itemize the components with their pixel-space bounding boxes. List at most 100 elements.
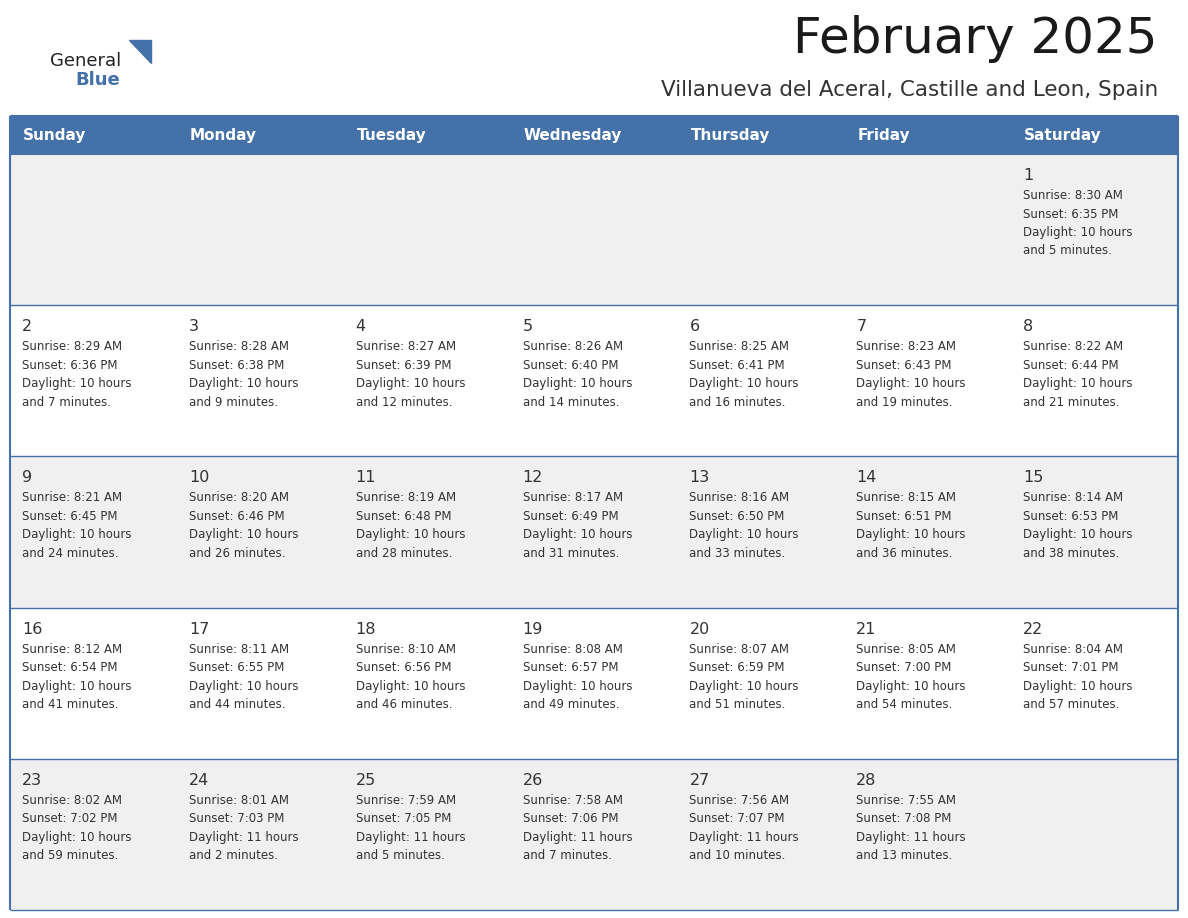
- Text: Wednesday: Wednesday: [524, 128, 623, 142]
- Text: Sunrise: 8:04 AM: Sunrise: 8:04 AM: [1023, 643, 1123, 655]
- Text: Sunrise: 8:30 AM: Sunrise: 8:30 AM: [1023, 189, 1123, 202]
- Text: Daylight: 10 hours: Daylight: 10 hours: [689, 529, 798, 542]
- Text: and 16 minutes.: and 16 minutes.: [689, 396, 786, 409]
- Text: General: General: [50, 52, 121, 70]
- Text: and 28 minutes.: and 28 minutes.: [355, 547, 453, 560]
- Text: Sunset: 6:54 PM: Sunset: 6:54 PM: [23, 661, 118, 674]
- Text: and 21 minutes.: and 21 minutes.: [1023, 396, 1119, 409]
- Text: Saturday: Saturday: [1024, 128, 1102, 142]
- Text: Sunrise: 8:15 AM: Sunrise: 8:15 AM: [857, 491, 956, 504]
- Text: 14: 14: [857, 470, 877, 486]
- Text: February 2025: February 2025: [794, 15, 1158, 63]
- Text: Sunset: 6:44 PM: Sunset: 6:44 PM: [1023, 359, 1119, 372]
- Text: Daylight: 10 hours: Daylight: 10 hours: [1023, 529, 1132, 542]
- Text: Friday: Friday: [858, 128, 910, 142]
- Text: Sunrise: 8:17 AM: Sunrise: 8:17 AM: [523, 491, 623, 504]
- Text: Daylight: 10 hours: Daylight: 10 hours: [189, 529, 298, 542]
- Text: and 7 minutes.: and 7 minutes.: [523, 849, 612, 862]
- Text: Sunset: 6:40 PM: Sunset: 6:40 PM: [523, 359, 618, 372]
- Text: Sunrise: 8:05 AM: Sunrise: 8:05 AM: [857, 643, 956, 655]
- Text: Sunset: 7:03 PM: Sunset: 7:03 PM: [189, 812, 284, 825]
- Text: 1: 1: [1023, 168, 1034, 183]
- Text: Daylight: 10 hours: Daylight: 10 hours: [23, 377, 132, 390]
- Text: 13: 13: [689, 470, 709, 486]
- Text: Sunrise: 8:11 AM: Sunrise: 8:11 AM: [189, 643, 289, 655]
- Text: Sunset: 6:53 PM: Sunset: 6:53 PM: [1023, 509, 1119, 523]
- Text: and 10 minutes.: and 10 minutes.: [689, 849, 785, 862]
- Text: 20: 20: [689, 621, 709, 636]
- Text: 18: 18: [355, 621, 377, 636]
- Text: 7: 7: [857, 319, 866, 334]
- Text: Daylight: 10 hours: Daylight: 10 hours: [23, 831, 132, 844]
- Text: Sunrise: 8:26 AM: Sunrise: 8:26 AM: [523, 341, 623, 353]
- Text: Daylight: 10 hours: Daylight: 10 hours: [857, 529, 966, 542]
- Text: Daylight: 10 hours: Daylight: 10 hours: [1023, 679, 1132, 692]
- Bar: [10, 608, 1178, 759]
- Text: 9: 9: [23, 470, 32, 486]
- Text: and 41 minutes.: and 41 minutes.: [23, 698, 119, 711]
- Text: 25: 25: [355, 773, 375, 788]
- Text: Sunrise: 8:08 AM: Sunrise: 8:08 AM: [523, 643, 623, 655]
- Text: Sunrise: 8:27 AM: Sunrise: 8:27 AM: [355, 341, 456, 353]
- Text: Sunset: 6:41 PM: Sunset: 6:41 PM: [689, 359, 785, 372]
- Text: 16: 16: [23, 621, 43, 636]
- Text: and 57 minutes.: and 57 minutes.: [1023, 698, 1119, 711]
- Text: 27: 27: [689, 773, 709, 788]
- Bar: [10, 759, 1178, 910]
- Text: and 5 minutes.: and 5 minutes.: [1023, 244, 1112, 258]
- Text: Sunrise: 8:02 AM: Sunrise: 8:02 AM: [23, 794, 122, 807]
- Text: 22: 22: [1023, 621, 1043, 636]
- Text: Daylight: 10 hours: Daylight: 10 hours: [689, 679, 798, 692]
- Text: Sunset: 6:46 PM: Sunset: 6:46 PM: [189, 509, 284, 523]
- Text: and 19 minutes.: and 19 minutes.: [857, 396, 953, 409]
- Text: Sunrise: 8:01 AM: Sunrise: 8:01 AM: [189, 794, 289, 807]
- Text: Sunset: 6:49 PM: Sunset: 6:49 PM: [523, 509, 618, 523]
- Text: and 54 minutes.: and 54 minutes.: [857, 698, 953, 711]
- Text: Villanueva del Aceral, Castille and Leon, Spain: Villanueva del Aceral, Castille and Leon…: [661, 80, 1158, 100]
- Bar: [10, 154, 1178, 305]
- Text: 23: 23: [23, 773, 42, 788]
- Text: Sunset: 6:56 PM: Sunset: 6:56 PM: [355, 661, 451, 674]
- Text: 10: 10: [189, 470, 209, 486]
- Text: and 59 minutes.: and 59 minutes.: [23, 849, 119, 862]
- Text: and 7 minutes.: and 7 minutes.: [23, 396, 110, 409]
- Bar: [10, 116, 1178, 154]
- Text: 12: 12: [523, 470, 543, 486]
- Text: Sunrise: 8:21 AM: Sunrise: 8:21 AM: [23, 491, 122, 504]
- Text: Sunset: 6:48 PM: Sunset: 6:48 PM: [355, 509, 451, 523]
- Text: and 2 minutes.: and 2 minutes.: [189, 849, 278, 862]
- Text: Daylight: 10 hours: Daylight: 10 hours: [857, 679, 966, 692]
- Text: 11: 11: [355, 470, 377, 486]
- Text: 17: 17: [189, 621, 209, 636]
- Text: 8: 8: [1023, 319, 1034, 334]
- Text: Sunrise: 8:23 AM: Sunrise: 8:23 AM: [857, 341, 956, 353]
- Text: Daylight: 10 hours: Daylight: 10 hours: [1023, 377, 1132, 390]
- Text: Sunset: 7:06 PM: Sunset: 7:06 PM: [523, 812, 618, 825]
- Text: and 44 minutes.: and 44 minutes.: [189, 698, 285, 711]
- Text: Sunrise: 8:29 AM: Sunrise: 8:29 AM: [23, 341, 122, 353]
- Text: 4: 4: [355, 319, 366, 334]
- Polygon shape: [129, 40, 151, 63]
- Text: Sunset: 6:36 PM: Sunset: 6:36 PM: [23, 359, 118, 372]
- Text: Monday: Monday: [190, 128, 257, 142]
- Text: Thursday: Thursday: [690, 128, 770, 142]
- Text: and 51 minutes.: and 51 minutes.: [689, 698, 785, 711]
- Text: Sunrise: 8:22 AM: Sunrise: 8:22 AM: [1023, 341, 1124, 353]
- Text: Sunset: 6:39 PM: Sunset: 6:39 PM: [355, 359, 451, 372]
- Text: Daylight: 10 hours: Daylight: 10 hours: [355, 679, 466, 692]
- Text: Sunset: 6:35 PM: Sunset: 6:35 PM: [1023, 207, 1119, 220]
- Text: and 5 minutes.: and 5 minutes.: [355, 849, 444, 862]
- Text: 19: 19: [523, 621, 543, 636]
- Text: Daylight: 11 hours: Daylight: 11 hours: [355, 831, 466, 844]
- Text: Sunset: 7:00 PM: Sunset: 7:00 PM: [857, 661, 952, 674]
- Bar: [10, 456, 1178, 608]
- Text: Sunset: 7:02 PM: Sunset: 7:02 PM: [23, 812, 118, 825]
- Text: and 14 minutes.: and 14 minutes.: [523, 396, 619, 409]
- Text: Daylight: 10 hours: Daylight: 10 hours: [689, 377, 798, 390]
- Text: and 49 minutes.: and 49 minutes.: [523, 698, 619, 711]
- Text: 3: 3: [189, 319, 198, 334]
- Text: and 46 minutes.: and 46 minutes.: [355, 698, 453, 711]
- Text: Sunrise: 8:28 AM: Sunrise: 8:28 AM: [189, 341, 289, 353]
- Text: Daylight: 10 hours: Daylight: 10 hours: [23, 529, 132, 542]
- Text: 26: 26: [523, 773, 543, 788]
